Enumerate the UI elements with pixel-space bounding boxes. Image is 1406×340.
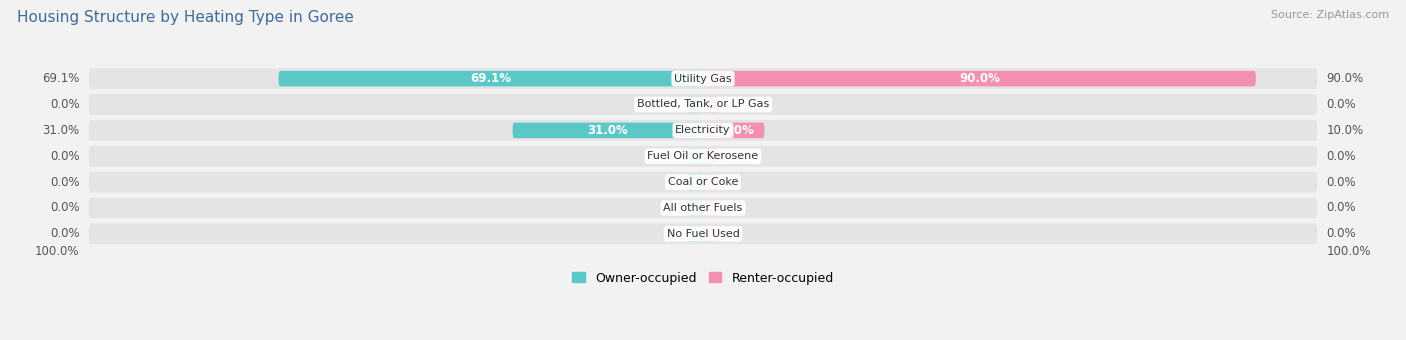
FancyBboxPatch shape bbox=[688, 174, 703, 190]
Text: Electricity: Electricity bbox=[675, 125, 731, 135]
Text: 0.0%: 0.0% bbox=[1326, 98, 1357, 111]
FancyBboxPatch shape bbox=[513, 123, 703, 138]
FancyBboxPatch shape bbox=[703, 123, 765, 138]
FancyBboxPatch shape bbox=[703, 71, 1256, 86]
Text: 90.0%: 90.0% bbox=[1326, 72, 1364, 85]
Text: 0.0%: 0.0% bbox=[49, 202, 80, 215]
FancyBboxPatch shape bbox=[89, 120, 1317, 141]
Text: Utility Gas: Utility Gas bbox=[675, 73, 731, 84]
Text: 31.0%: 31.0% bbox=[588, 124, 628, 137]
FancyBboxPatch shape bbox=[89, 68, 1317, 89]
Text: 0.0%: 0.0% bbox=[49, 150, 80, 163]
Legend: Owner-occupied, Renter-occupied: Owner-occupied, Renter-occupied bbox=[568, 267, 838, 290]
Text: No Fuel Used: No Fuel Used bbox=[666, 229, 740, 239]
FancyBboxPatch shape bbox=[688, 149, 703, 164]
FancyBboxPatch shape bbox=[688, 97, 703, 112]
FancyBboxPatch shape bbox=[703, 226, 718, 242]
Text: 0.0%: 0.0% bbox=[1326, 175, 1357, 189]
FancyBboxPatch shape bbox=[688, 226, 703, 242]
Text: Fuel Oil or Kerosene: Fuel Oil or Kerosene bbox=[647, 151, 759, 161]
FancyBboxPatch shape bbox=[703, 200, 718, 216]
Text: 0.0%: 0.0% bbox=[49, 227, 80, 240]
FancyBboxPatch shape bbox=[89, 94, 1317, 115]
Text: 90.0%: 90.0% bbox=[959, 72, 1000, 85]
Text: 0.0%: 0.0% bbox=[1326, 150, 1357, 163]
Text: Housing Structure by Heating Type in Goree: Housing Structure by Heating Type in Gor… bbox=[17, 10, 354, 25]
Text: 100.0%: 100.0% bbox=[35, 245, 80, 258]
Text: All other Fuels: All other Fuels bbox=[664, 203, 742, 213]
Text: 10.0%: 10.0% bbox=[1326, 124, 1364, 137]
Text: 69.1%: 69.1% bbox=[42, 72, 80, 85]
Text: 0.0%: 0.0% bbox=[1326, 202, 1357, 215]
Text: 31.0%: 31.0% bbox=[42, 124, 80, 137]
FancyBboxPatch shape bbox=[688, 200, 703, 216]
Text: Bottled, Tank, or LP Gas: Bottled, Tank, or LP Gas bbox=[637, 100, 769, 109]
Text: 0.0%: 0.0% bbox=[49, 98, 80, 111]
Text: Coal or Coke: Coal or Coke bbox=[668, 177, 738, 187]
FancyBboxPatch shape bbox=[278, 71, 703, 86]
Text: 10.0%: 10.0% bbox=[713, 124, 754, 137]
FancyBboxPatch shape bbox=[89, 198, 1317, 218]
FancyBboxPatch shape bbox=[703, 97, 718, 112]
Text: Source: ZipAtlas.com: Source: ZipAtlas.com bbox=[1271, 10, 1389, 20]
Text: 100.0%: 100.0% bbox=[1326, 245, 1371, 258]
Text: 69.1%: 69.1% bbox=[470, 72, 512, 85]
FancyBboxPatch shape bbox=[89, 172, 1317, 192]
FancyBboxPatch shape bbox=[703, 174, 718, 190]
Text: 0.0%: 0.0% bbox=[49, 175, 80, 189]
FancyBboxPatch shape bbox=[89, 146, 1317, 167]
Text: 0.0%: 0.0% bbox=[1326, 227, 1357, 240]
FancyBboxPatch shape bbox=[703, 149, 718, 164]
FancyBboxPatch shape bbox=[89, 223, 1317, 244]
